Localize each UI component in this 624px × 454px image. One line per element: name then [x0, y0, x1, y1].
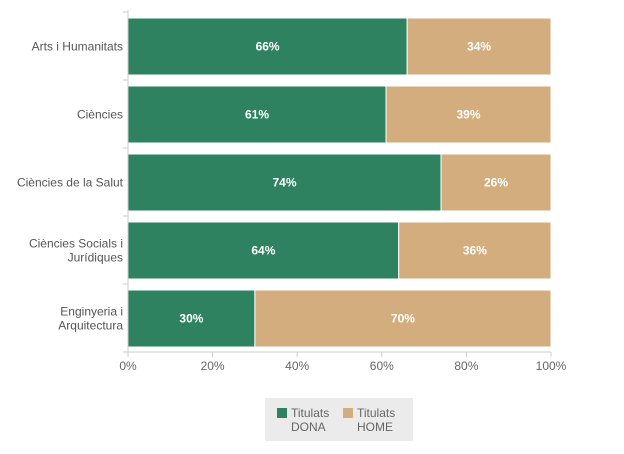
category-label-line: Jurídiques: [68, 251, 123, 265]
category-label: Ciències de la Salut: [17, 176, 124, 190]
legend-item-label-line: DONA: [291, 420, 326, 434]
x-tick-label: 20%: [201, 359, 225, 373]
bar-series2-4: [398, 221, 552, 280]
x-tick-label: 100%: [536, 359, 567, 373]
category-label: Ciències Socials i Jurídiques: [29, 237, 123, 265]
category-label-line: Ciències Socials i: [29, 237, 123, 251]
legend-item-label-line: Titulats: [357, 406, 396, 420]
axis-layer: Arts i Humanitats Ciències Ciències de la …: [17, 10, 567, 373]
bar-series1-4: [127, 221, 400, 280]
bar-value-label: 61%: [245, 108, 269, 122]
bar-value-label: 26%: [484, 176, 508, 190]
legend-item-label-line: Titulats: [291, 406, 330, 420]
bar-series1-3: [127, 153, 442, 212]
legend-item-label-line: HOME: [357, 420, 393, 434]
category-label-line: Ciències de la Salut: [17, 176, 124, 190]
category-label-line: Arts i Humanitats: [32, 40, 123, 54]
bar-value-label: 36%: [463, 244, 487, 258]
bar-value-label: 30%: [179, 312, 203, 326]
category-label-line: Arquitectura: [58, 319, 123, 333]
legend: Titulats DONA Titulats HOME: [265, 398, 413, 441]
bar-value-label: 34%: [467, 40, 491, 54]
bars-layer: 66% 34% 61% 39% 74% 26% 64% 36% 30% 70%: [127, 17, 552, 348]
bar-series2-3: [440, 153, 552, 212]
legend-item-label[interactable]: Titulats HOME: [357, 406, 395, 434]
bar-series1-2: [127, 85, 387, 144]
bar-value-label: 74%: [272, 176, 296, 190]
x-tick-label: 80%: [454, 359, 478, 373]
category-label-line: Ciències: [77, 108, 123, 122]
bar-series2-1: [406, 17, 552, 76]
bar-value-label: 64%: [251, 244, 275, 258]
bar-value-label: 70%: [391, 312, 415, 326]
x-tick-label: 40%: [285, 359, 309, 373]
bar-value-label: 66%: [256, 40, 280, 54]
bar-value-label: 39%: [456, 108, 480, 122]
bar-series1-1: [127, 17, 408, 76]
category-label: Enginyeria i Arquitectura: [58, 305, 123, 333]
legend-swatch: [343, 408, 353, 418]
x-tick-label: 60%: [370, 359, 394, 373]
category-label: Arts i Humanitats: [32, 40, 123, 54]
legend-item-label[interactable]: Titulats DONA: [291, 406, 329, 434]
bar-series2-2: [385, 85, 552, 144]
legend-swatch: [277, 408, 287, 418]
bar-series2-5: [254, 289, 552, 348]
category-label: Ciències: [77, 108, 123, 122]
category-label-line: Enginyeria i: [60, 305, 123, 319]
x-tick-label: 0%: [119, 359, 137, 373]
